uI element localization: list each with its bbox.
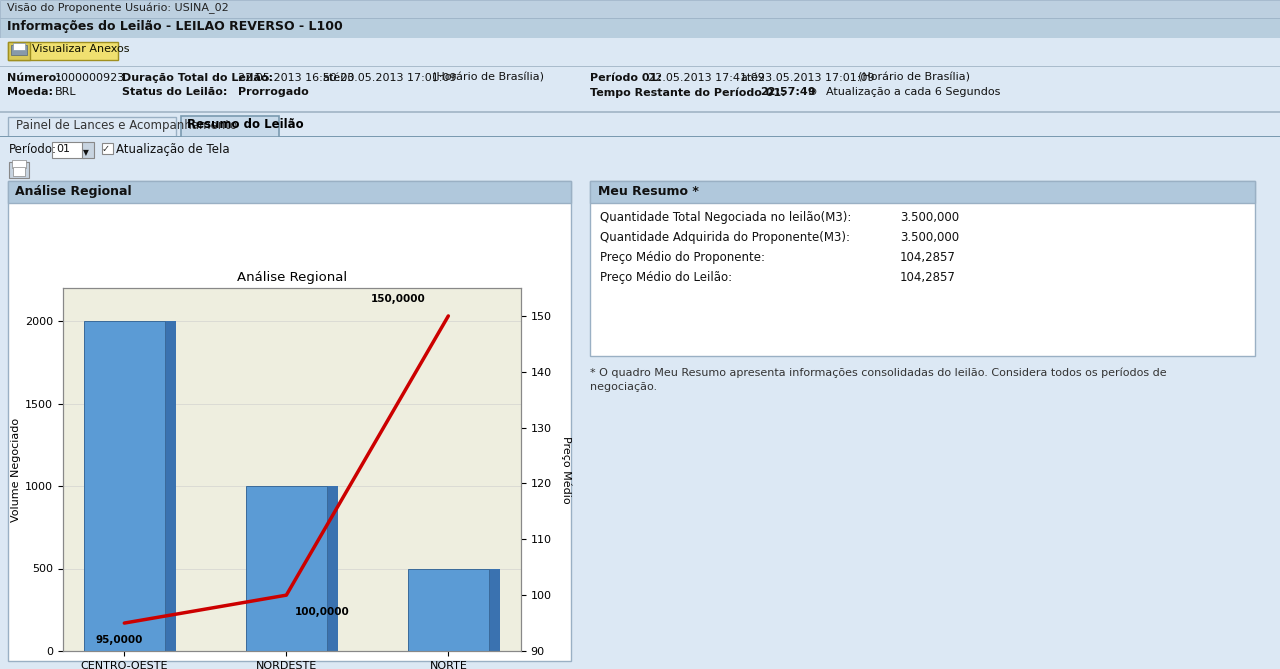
Bar (246, 486, 326, 651)
Bar (0, 66, 1280, 67)
Polygon shape (489, 569, 500, 651)
Y-axis label: Volume Negociado: Volume Negociado (12, 417, 20, 522)
Bar (13, 167, 26, 176)
Text: Status do Leilão:: Status do Leilão: (122, 87, 228, 97)
Text: 3.500,000: 3.500,000 (900, 211, 959, 224)
Text: ✓: ✓ (102, 144, 110, 154)
Bar (8, 42, 118, 60)
Bar (82, 142, 93, 158)
Text: 23.05.2013 17:01:09: 23.05.2013 17:01:09 (758, 73, 874, 83)
Bar (590, 181, 1254, 203)
Text: Preço Médio do Proponente:: Preço Médio do Proponente: (600, 251, 765, 264)
Bar (0, 113, 1280, 137)
Text: Número:: Número: (6, 73, 60, 83)
Bar (12, 160, 26, 168)
Bar (0, 18, 1280, 38)
Text: 22:57:49: 22:57:49 (760, 87, 815, 97)
Text: Visão do Proponente Usuário: USINA_02: Visão do Proponente Usuário: USINA_02 (6, 3, 229, 15)
Text: * O quadro Meu Resumo apresenta informações consolidadas do leilão. Considera to: * O quadro Meu Resumo apresenta informaç… (590, 368, 1166, 379)
Title: Análise Regional: Análise Regional (237, 271, 347, 284)
Text: 1000000923: 1000000923 (55, 73, 125, 83)
Text: ⊕: ⊕ (808, 87, 818, 97)
Text: 150,0000: 150,0000 (371, 294, 425, 304)
Text: (Horário de Brasília): (Horário de Brasília) (858, 73, 970, 83)
Bar (8, 42, 29, 60)
Text: Atualização de Tela: Atualização de Tela (116, 143, 229, 156)
Text: Análise Regional: Análise Regional (15, 185, 132, 198)
Text: 104,2857: 104,2857 (900, 251, 956, 264)
Text: Painel de Lances e Acompanhamento: Painel de Lances e Acompanhamento (15, 119, 237, 132)
Text: Período:: Período: (9, 143, 58, 156)
Bar (8, 117, 177, 137)
Text: Informações do Leilão - LEILAO REVERSO - L100: Informações do Leilão - LEILAO REVERSO -… (6, 20, 343, 33)
Bar (83, 321, 165, 651)
Text: 22.05.2013 16:50:00: 22.05.2013 16:50:00 (238, 73, 355, 83)
Bar (52, 142, 84, 158)
Bar (590, 181, 1254, 356)
Polygon shape (165, 321, 177, 651)
Text: Preço Médio do Leilão:: Preço Médio do Leilão: (600, 271, 732, 284)
Text: Tempo Restante do Período 01:: Tempo Restante do Período 01: (590, 87, 786, 98)
Text: Período 01:: Período 01: (590, 73, 662, 83)
Text: 104,2857: 104,2857 (900, 271, 956, 284)
Bar (0, 67, 1280, 111)
Y-axis label: Preço Médio: Preço Médio (561, 436, 571, 503)
Text: Visualizar Anexos: Visualizar Anexos (32, 44, 129, 54)
Text: 100,0000: 100,0000 (294, 607, 349, 617)
Text: negociação.: negociação. (590, 382, 657, 392)
Bar (408, 569, 489, 651)
Bar (180, 116, 279, 137)
Text: 22.05.2013 17:41:09: 22.05.2013 17:41:09 (648, 73, 764, 83)
Text: (Horário de Brasília): (Horário de Brasília) (433, 73, 544, 83)
Bar (8, 181, 571, 203)
Text: ▼: ▼ (83, 148, 88, 157)
Bar (9, 162, 29, 178)
Text: Duração Total do Leilão:: Duração Total do Leilão: (122, 73, 273, 83)
Text: 01: 01 (56, 144, 70, 154)
Text: até:: até: (323, 73, 344, 83)
Bar (0, 0, 1280, 18)
Text: Prorrogado: Prorrogado (238, 87, 308, 97)
Text: Resumo do Leilão: Resumo do Leilão (187, 118, 303, 131)
Text: Moeda:: Moeda: (6, 87, 52, 97)
Text: até:: até: (740, 73, 762, 83)
Text: Atualização a cada 6 Segundos: Atualização a cada 6 Segundos (826, 87, 1001, 97)
Text: Quantidade Total Negociada no leilão(M3):: Quantidade Total Negociada no leilão(M3)… (600, 211, 851, 224)
Text: 95,0000: 95,0000 (95, 635, 142, 645)
Bar (0, 111, 1280, 113)
Text: 23.05.2013 17:01:09: 23.05.2013 17:01:09 (340, 73, 457, 83)
Bar (0, 136, 180, 137)
Text: Meu Resumo *: Meu Resumo * (598, 185, 699, 198)
Polygon shape (326, 486, 338, 651)
Text: 3.500,000: 3.500,000 (900, 231, 959, 244)
Text: Quantidade Adquirida do Proponente(M3):: Quantidade Adquirida do Proponente(M3): (600, 231, 850, 244)
Bar (12, 45, 27, 55)
Bar (13, 43, 26, 50)
Text: BRL: BRL (55, 87, 77, 97)
Bar (0, 38, 1280, 66)
Bar (279, 136, 1280, 137)
Bar (102, 143, 113, 154)
Bar (8, 181, 571, 661)
Bar (0, 137, 1280, 669)
